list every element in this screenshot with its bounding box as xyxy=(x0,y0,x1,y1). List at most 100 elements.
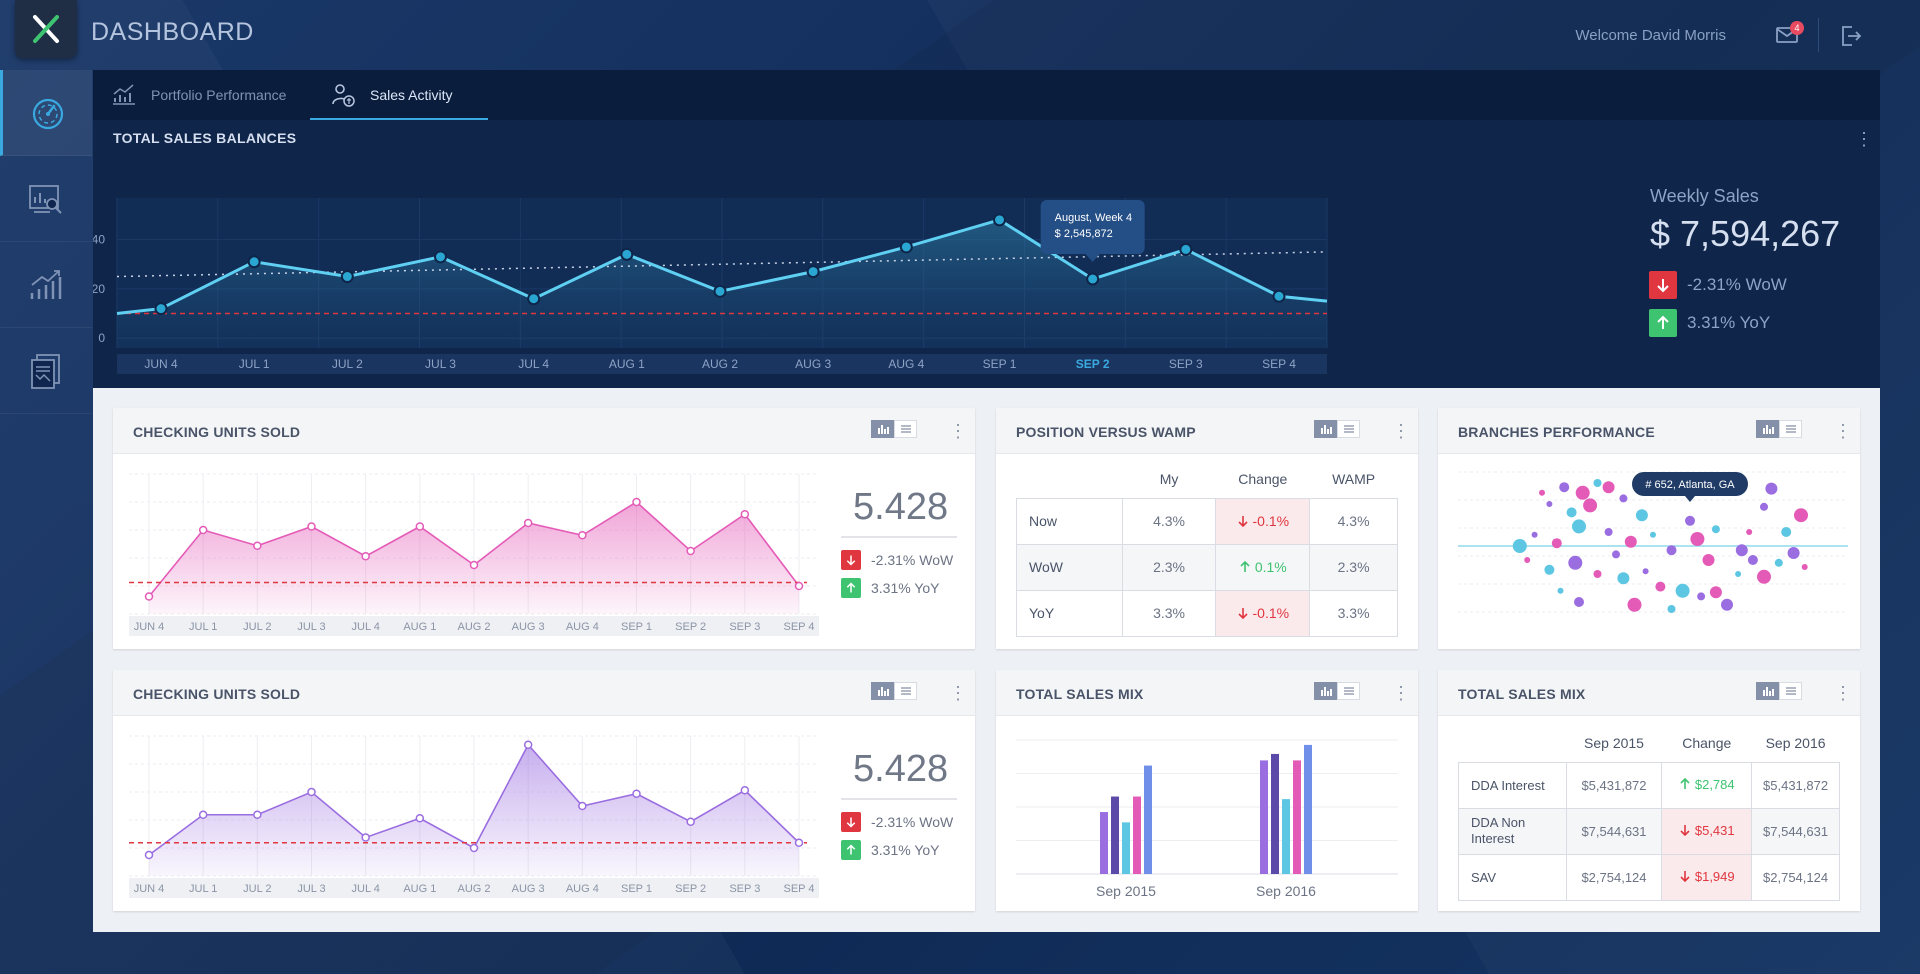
card-header: TOTAL SALES MIX ⋮ xyxy=(996,670,1418,716)
list-view-icon[interactable] xyxy=(894,682,917,700)
my-value: 3.3% xyxy=(1121,589,1217,637)
x-tick-label: SEP 2 xyxy=(675,883,706,895)
x-tick-label: AUG 4 xyxy=(566,883,599,895)
x-axis-band xyxy=(129,616,819,636)
up-arrow-icon xyxy=(1240,560,1250,572)
data-point xyxy=(198,810,208,819)
down-arrow-icon xyxy=(841,550,861,570)
logout-icon[interactable] xyxy=(1838,24,1862,48)
growth-chart-icon xyxy=(30,269,62,299)
yoy-text: 3.31% YoY xyxy=(1687,313,1771,332)
sep-2015-value: $5,431,872 xyxy=(1565,761,1663,809)
view-toggle[interactable] xyxy=(1756,420,1802,438)
list-view-icon[interactable] xyxy=(1337,682,1360,700)
tab-portfolio-performance[interactable]: Portfolio Performance xyxy=(111,70,291,120)
table-row: SAV $2,754,124 $1,949 $2,754,124 xyxy=(1458,853,1840,901)
data-point xyxy=(415,814,425,823)
row-label: SAV xyxy=(1458,853,1567,901)
sep-2015-value: $7,544,631 xyxy=(1565,807,1663,855)
branch-point xyxy=(1575,485,1590,500)
table-header: Change xyxy=(1238,470,1288,487)
data-point xyxy=(247,255,261,269)
more-options-icon[interactable]: ⋮ xyxy=(1392,683,1410,703)
data-point xyxy=(632,497,641,507)
list-view-icon[interactable] xyxy=(894,420,917,438)
branches-performance-card: BRANCHES PERFORMANCE ⋮ # 652, Atlanta, G… xyxy=(1438,408,1860,649)
view-toggle[interactable] xyxy=(1314,682,1360,700)
branch-point xyxy=(1619,494,1628,503)
table-row: DDA Non Interest $7,544,631 $5,431 $7,54… xyxy=(1458,807,1840,855)
view-toggle[interactable] xyxy=(871,420,917,438)
sales-person-icon xyxy=(332,84,355,107)
data-point xyxy=(620,247,634,261)
more-options-icon[interactable]: ⋮ xyxy=(1834,683,1852,703)
branch-point xyxy=(1774,558,1783,567)
branch-point xyxy=(1666,545,1677,556)
table-header-row: My Change WAMP xyxy=(1017,460,1398,498)
list-view-icon[interactable] xyxy=(1779,682,1802,700)
change-cell: $1,949 xyxy=(1661,853,1753,901)
data-point xyxy=(1272,289,1286,303)
chart-view-icon[interactable] xyxy=(871,682,894,700)
x-axis-band xyxy=(129,878,819,898)
x-logo-icon xyxy=(33,15,59,43)
x-tick-label: AUG 1 xyxy=(403,883,436,895)
bar xyxy=(1282,799,1290,874)
chart-view-icon[interactable] xyxy=(1314,420,1337,438)
sidebar-item-analytics[interactable] xyxy=(0,156,92,242)
change-value: $5,431 xyxy=(1694,822,1735,838)
x-tick-label: Sep 2016 xyxy=(1256,883,1316,899)
data-point xyxy=(253,541,262,550)
more-options-icon[interactable]: ⋮ xyxy=(1855,129,1873,149)
wamp-value: 4.3% xyxy=(1309,497,1398,545)
data-point xyxy=(993,213,1006,227)
sidebar-item-reports[interactable] xyxy=(0,328,92,414)
branch-point xyxy=(1794,508,1808,523)
list-view-icon[interactable] xyxy=(1779,420,1802,438)
change-value: $2,784 xyxy=(1694,776,1735,792)
app-logo[interactable] xyxy=(15,0,77,58)
down-arrow-icon xyxy=(1649,271,1677,299)
table-header: Change xyxy=(1682,734,1732,751)
sidebar-item-dashboard[interactable] xyxy=(0,70,92,156)
tooltip-value: $ 2,545,872 xyxy=(1055,228,1113,240)
app-title: DASHBOARD xyxy=(91,18,254,46)
branches-scatter-chart: # 652, Atlanta, GA xyxy=(1458,471,1848,613)
checking-units-card-1: CHECKING UNITS SOLD ⋮ JUN 4 JUL 1 JUL 2 JUL… xyxy=(113,408,975,649)
x-tick-label: SEP 2 xyxy=(1076,357,1110,371)
view-toggle[interactable] xyxy=(1756,682,1802,700)
tab-sales-activity[interactable]: Sales Activity xyxy=(310,70,488,120)
chart-view-icon[interactable] xyxy=(871,420,894,438)
more-options-icon[interactable]: ⋮ xyxy=(949,683,967,703)
chart-view-icon[interactable] xyxy=(1756,682,1779,700)
up-arrow-icon xyxy=(1649,309,1677,337)
weekly-sales-label: Weekly Sales xyxy=(1650,186,1759,206)
bar xyxy=(1133,796,1141,874)
x-tick-label: JUL 1 xyxy=(239,357,270,371)
data-point xyxy=(806,265,820,279)
view-toggle[interactable] xyxy=(1314,420,1360,438)
card-title: TOTAL SALES MIX xyxy=(1016,686,1144,702)
wow-delta: -2.31% WoW xyxy=(841,550,953,570)
x-tick-label: SEP 3 xyxy=(1169,357,1203,371)
view-toggle[interactable] xyxy=(871,682,917,700)
more-options-icon[interactable]: ⋮ xyxy=(1392,421,1410,441)
data-point xyxy=(794,838,804,847)
more-options-icon[interactable]: ⋮ xyxy=(949,421,967,441)
tooltip-box xyxy=(1632,472,1748,496)
data-point xyxy=(740,510,750,519)
x-tick-label: JUL 3 xyxy=(297,621,325,633)
list-view-icon[interactable] xyxy=(1337,420,1360,438)
more-options-icon[interactable]: ⋮ xyxy=(1834,421,1852,441)
data-point xyxy=(1179,242,1193,256)
branch-point xyxy=(1787,547,1800,559)
bar xyxy=(1144,765,1152,874)
chart-view-icon[interactable] xyxy=(1314,682,1337,700)
sidebar-item-growth[interactable] xyxy=(0,242,92,328)
sales-mix-chart-card: TOTAL SALES MIX ⋮ Sep 2015 Sep 2016 xyxy=(996,670,1418,911)
branch-point xyxy=(1566,507,1577,518)
bar xyxy=(1304,744,1312,874)
wow-text: -2.31% WoW xyxy=(1687,275,1787,294)
chart-view-icon[interactable] xyxy=(1756,420,1779,438)
branch-point xyxy=(1551,538,1562,549)
